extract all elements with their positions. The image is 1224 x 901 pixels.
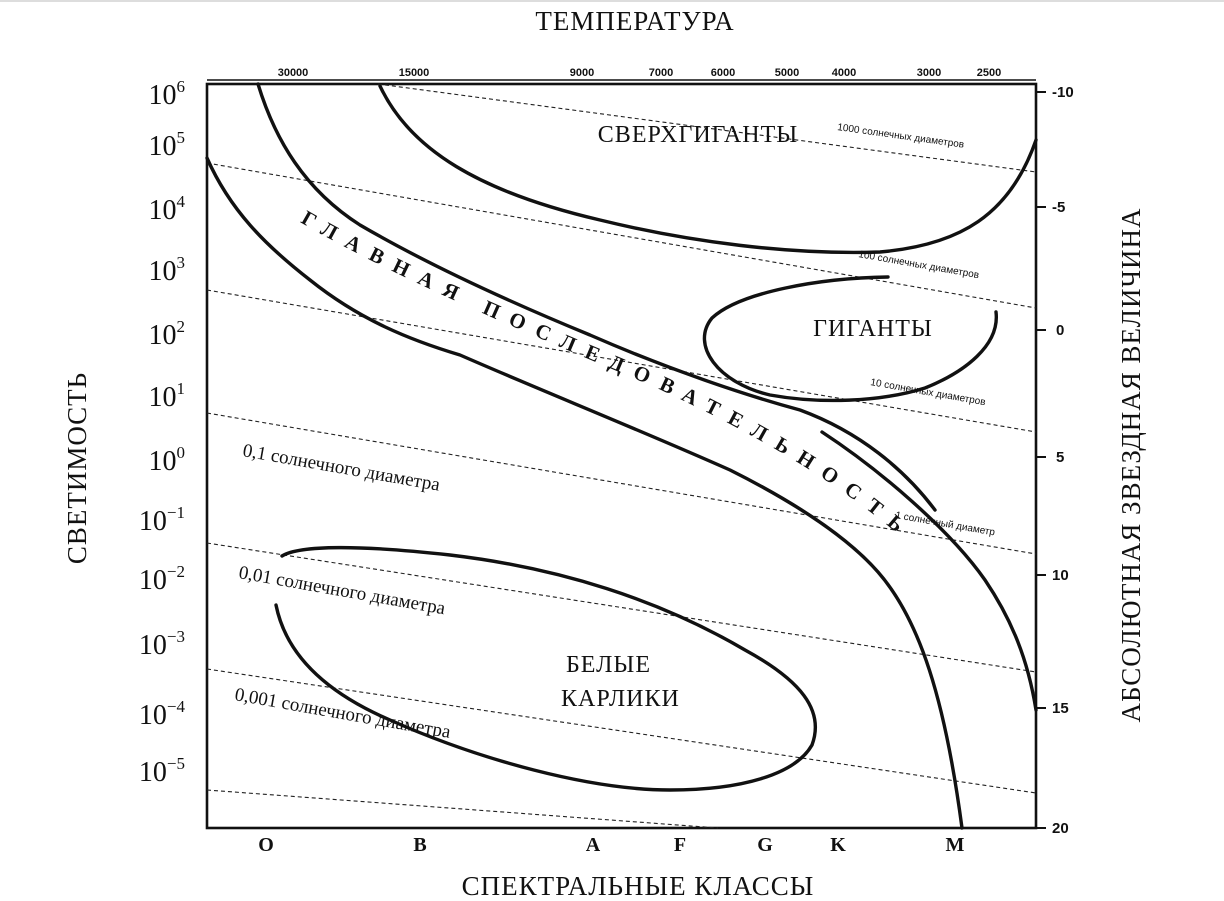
spectral-class-label: B [413,834,426,856]
spectral-class-label: G [757,834,773,856]
white-dwarfs-boundary [274,545,818,792]
luminosity-tick: 105 [149,128,186,162]
luminosity-tick: 10−3 [139,627,185,661]
diameter-line-10 [206,289,1037,433]
luminosity-axis: 106 105 104 103 102 101 100 10−1 10−2 10… [139,77,186,788]
left-axis-title: СВЕТИМОСТЬ [62,372,92,564]
magnitude-tick: -10 [1052,84,1074,101]
temperature-tick: 5000 [775,67,799,79]
main-sequence-upper-boundary [256,82,937,512]
main-sequence-lower-boundary [205,156,964,830]
spectral-class-label: M [946,834,965,856]
white-dwarfs-label-line2: КАРЛИКИ [561,686,680,712]
main-sequence-red-boundary [820,430,1038,712]
giants-label: ГИГАНТЫ [813,316,933,342]
spectral-class-label: O [258,834,274,856]
supergiants-label: СВЕРХГИГАНТЫ [598,122,798,148]
diameter-line-1 [206,412,1037,555]
magnitude-tick: -5 [1052,199,1065,216]
magnitude-tick: 5 [1056,449,1064,466]
luminosity-tick: 10−2 [139,562,185,596]
luminosity-tick: 10−1 [139,503,185,537]
magnitude-tick: 20 [1052,820,1069,837]
temperature-tick: 7000 [649,67,673,79]
spectral-class-label: A [586,834,601,856]
temperature-tick: 9000 [570,67,594,79]
temperature-tick: 30000 [278,67,309,79]
magnitude-tick: 0 [1056,322,1064,339]
white-dwarfs-label-line1: БЕЛЫЕ [566,652,651,678]
right-axis-title: АБСОЛЮТНАЯ ЗВЕЗДНАЯ ВЕЛИЧИНА [1116,207,1146,722]
bottom-axis-title: СПЕКТРАЛЬНЫЕ КЛАССЫ [462,871,815,901]
luminosity-tick: 10−4 [139,697,186,731]
magnitude-axis: -10 -5 0 5 10 15 20 [1036,84,1074,837]
diameter-label-10: 10 солнечных диаметров [869,377,986,408]
supergiants-boundary [378,84,1038,255]
temperature-tick: 4000 [832,67,856,79]
luminosity-tick: 102 [149,317,186,351]
spectral-class-label: K [830,834,846,856]
diameter-label-0-001: 0,001 солнечного диаметра [233,684,453,743]
diameter-line-1000 [377,83,1037,173]
luminosity-tick: 106 [149,77,186,111]
diameter-line-0-001 [206,789,719,829]
giants-boundary [702,275,998,403]
luminosity-tick: 100 [149,443,186,477]
top-axis-title: ТЕМПЕРАТУРА [535,6,734,36]
spectral-class-label: F [674,834,686,856]
spectral-class-axis: O B A F G K M [258,834,964,856]
temperature-tick: 15000 [399,67,430,79]
diameter-lines [206,83,1037,829]
luminosity-tick: 101 [149,379,186,413]
magnitude-tick: 15 [1052,700,1069,717]
temperature-tick: 2500 [977,67,1001,79]
diameter-label-0-01: 0,01 солнечного диаметра [237,562,447,619]
temperature-tick: 6000 [711,67,735,79]
magnitude-tick: 10 [1052,567,1069,584]
temperature-tick: 3000 [917,67,941,79]
luminosity-tick: 10−5 [139,754,185,788]
main-sequence-label: ГЛАВНАЯ ПОСЛЕДОВАТЕЛЬНОСТЬ [297,205,917,544]
luminosity-tick: 103 [149,253,186,287]
diameter-line-100 [206,162,1037,309]
diameter-label-0-1: 0,1 солнечного диаметра [241,440,442,495]
luminosity-tick: 104 [149,192,186,226]
diameter-label-1000: 1000 солнечных диаметров [837,122,965,151]
temperature-axis: 30000 15000 9000 7000 6000 5000 4000 300… [278,67,1002,79]
